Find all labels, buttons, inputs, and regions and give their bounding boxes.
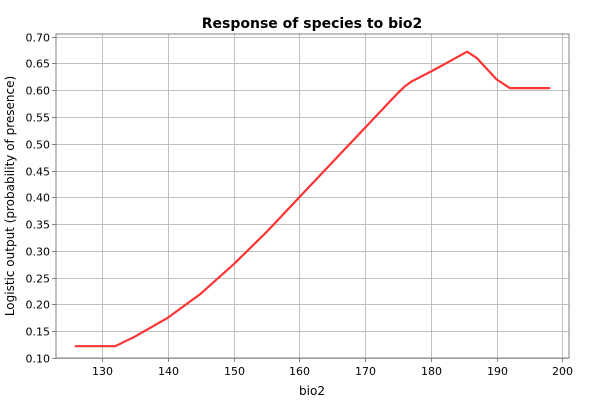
ticks-layer: 130 140 150 160 170 180 190 200 0.10 0.15 0.20 0.25… xyxy=(26,32,574,379)
x-axis-label: bio2 xyxy=(299,384,325,398)
x-tick-label-7: 200 xyxy=(552,365,573,378)
y-tick-label-2: 0.20 xyxy=(26,299,51,312)
plot-frame xyxy=(55,33,570,359)
y-tick-label-5: 0.35 xyxy=(26,219,51,232)
series-layer xyxy=(74,50,551,348)
y-tick-label-8: 0.50 xyxy=(26,139,51,152)
x-tick-label-1: 140 xyxy=(158,365,179,378)
y-tick-label-7: 0.45 xyxy=(26,166,51,179)
x-tick-label-5: 180 xyxy=(421,365,442,378)
y-tick-label-10: 0.60 xyxy=(26,85,51,98)
y-tick-label-1: 0.15 xyxy=(26,326,51,339)
y-tick-label-3: 0.25 xyxy=(26,273,51,286)
y-tick-label-0: 0.10 xyxy=(26,353,51,366)
response-curve-0 xyxy=(74,50,551,348)
y-tick-label-6: 0.40 xyxy=(26,192,51,205)
y-tick-label-4: 0.30 xyxy=(26,246,51,259)
x-tick-label-6: 190 xyxy=(487,365,508,378)
x-tick-label-2: 150 xyxy=(224,365,245,378)
y-tick-label-9: 0.55 xyxy=(26,112,51,125)
x-tick-label-4: 170 xyxy=(355,365,376,378)
y-tick-label-12: 0.70 xyxy=(26,32,51,45)
grid-layer xyxy=(56,34,569,359)
y-axis-label: Logistic output (probability of presence… xyxy=(3,76,17,316)
x-tick-label-3: 160 xyxy=(289,365,310,378)
x-tick-label-0: 130 xyxy=(92,365,113,378)
chart-title: Response of species to bio2 xyxy=(202,16,423,32)
y-tick-label-11: 0.65 xyxy=(26,58,51,71)
